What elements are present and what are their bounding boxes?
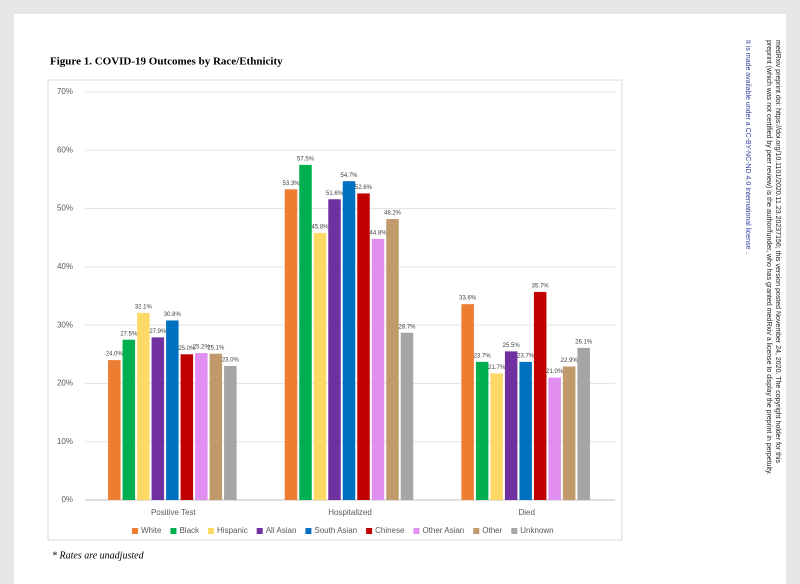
bar [342, 181, 356, 501]
margin-note: preprint (which was not certified by pee… [765, 40, 772, 475]
legend-label: Other [482, 526, 502, 535]
value-label: 30.8% [164, 312, 182, 318]
x-tick-label: Died [518, 508, 534, 517]
legend-label: Unknown [520, 526, 553, 535]
y-tick-label: 70% [57, 87, 73, 96]
value-label: 25.2% [193, 345, 211, 351]
bar [328, 199, 341, 500]
y-tick-label: 60% [57, 145, 73, 154]
value-label: 51.6% [326, 191, 344, 197]
bar [313, 233, 327, 500]
bar [137, 312, 150, 500]
y-tick-label: 30% [57, 320, 73, 329]
bar [209, 353, 223, 500]
y-tick-label: 40% [57, 262, 73, 271]
bar [533, 291, 547, 500]
margin-note: It is made available under a CC-BY-NC-ND… [744, 40, 751, 253]
bar [195, 353, 208, 500]
legend-swatch [473, 528, 480, 534]
bar [151, 337, 165, 500]
bar [386, 219, 399, 500]
value-label: 25.1% [207, 345, 225, 351]
bar [166, 320, 179, 500]
legend-label: Black [179, 526, 200, 535]
value-label: 27.9% [149, 329, 167, 335]
y-tick-label: 20% [57, 379, 73, 388]
legend-label: All Asian [266, 526, 297, 535]
y-tick-label: 0% [61, 495, 73, 504]
plot-frame [47, 79, 623, 541]
legend-swatch [208, 528, 215, 534]
value-label: 48.2% [384, 211, 402, 217]
value-label: 44.8% [369, 230, 387, 236]
legend-label: Other Asian [422, 526, 464, 535]
value-label: 25.5% [503, 343, 521, 349]
legend-swatch [413, 528, 420, 534]
value-label: 21.0% [546, 369, 564, 375]
bar [108, 360, 121, 500]
bar [400, 332, 414, 500]
value-label: 23.0% [222, 358, 240, 364]
legend-swatch [132, 528, 138, 534]
value-label: 25.0% [178, 346, 196, 352]
x-tick-label: Positive Test [151, 508, 197, 517]
margin-note: medRxiv preprint doi: https://doi.org/10… [774, 40, 781, 463]
y-tick-label: 50% [57, 204, 73, 213]
value-label: 33.6% [459, 296, 477, 302]
chart-title: Figure 1. COVID-19 Outcomes by Race/Ethn… [50, 56, 283, 68]
legend-label: White [141, 526, 162, 535]
legend-swatch [511, 528, 518, 534]
bar [357, 193, 370, 500]
value-label: 27.5% [120, 331, 138, 337]
bar [461, 304, 474, 500]
bar [577, 347, 590, 500]
legend-swatch [305, 528, 312, 534]
value-label: 23.7% [474, 353, 492, 359]
value-label: 22.9% [561, 358, 579, 364]
bar [490, 373, 503, 500]
value-label: 52.6% [355, 185, 373, 191]
bar [284, 189, 298, 500]
bar [224, 365, 237, 500]
bar [504, 351, 518, 500]
bar [122, 339, 136, 500]
bar [371, 238, 385, 500]
legend-swatch [366, 528, 373, 534]
value-label: 28.7% [398, 324, 416, 330]
legend-label: South Asian [314, 526, 357, 535]
legend-label: Hispanic [217, 526, 248, 535]
value-label: 21.7% [488, 365, 506, 371]
legend-label: Chinese [375, 526, 405, 535]
value-label: 54.7% [340, 173, 358, 179]
bar [519, 361, 532, 500]
value-label: 24.0% [106, 352, 124, 358]
y-tick-label: 10% [57, 437, 73, 446]
legend-swatch [256, 528, 263, 534]
bar [548, 377, 561, 500]
value-label: 45.8% [311, 225, 329, 231]
value-label: 57.5% [297, 156, 315, 162]
value-label: 26.1% [575, 339, 593, 345]
value-label: 32.1% [135, 304, 153, 310]
x-tick-label: Hospitalized [328, 508, 372, 517]
value-label: 35.7% [532, 283, 550, 289]
legend-swatch [170, 528, 177, 534]
value-label: 53.3% [282, 181, 300, 187]
bar [475, 361, 489, 500]
bar [180, 354, 194, 500]
value-label: 23.7% [517, 353, 535, 359]
bar [299, 164, 312, 500]
footnote: * Rates are unadjusted [52, 550, 145, 561]
bar [562, 366, 576, 500]
